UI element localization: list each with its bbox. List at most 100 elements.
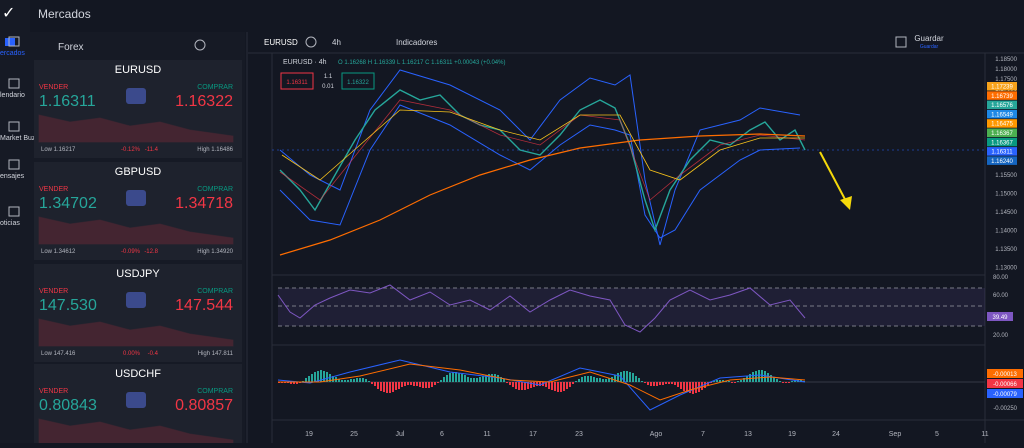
buy-label: COMPRAR: [197, 388, 233, 395]
card[interactable]: [34, 264, 242, 362]
histogram-bar: [428, 382, 430, 388]
spread: 0.01: [322, 84, 334, 90]
low: Low 1.16217: [41, 147, 76, 153]
save: Guardar: [914, 34, 944, 43]
price-marker: [987, 109, 1017, 119]
time-tick: 19: [305, 431, 313, 438]
add-icon[interactable]: [305, 36, 317, 48]
nav-icon[interactable]: [8, 159, 20, 170]
sell-label: VENDER: [39, 388, 68, 395]
rsi-tick: 80.00: [993, 275, 1009, 281]
histogram-bar: [569, 382, 571, 387]
save-sub: Guardar: [920, 44, 939, 50]
header-title: Mercados: [38, 7, 91, 21]
bollinger-upper: [279, 69, 801, 246]
histogram-bar: [674, 382, 676, 385]
histogram-bar: [794, 380, 796, 382]
time-tick: 11: [483, 431, 490, 438]
histogram-bar: [290, 382, 292, 384]
price-marker: [987, 91, 1017, 100]
histogram-bar: [419, 382, 421, 387]
legend-sell: 1.16311: [286, 80, 308, 86]
change: -0.4: [148, 351, 159, 357]
histogram-bar: [572, 382, 574, 384]
price-marker-label: 1.16739: [991, 94, 1013, 100]
histogram-bar: [641, 381, 643, 382]
histogram-bar: [533, 382, 535, 387]
histogram-bar: [593, 377, 595, 382]
histogram-bar: [350, 379, 352, 382]
histogram-bar: [653, 382, 655, 386]
buy-label: COMPRAR: [197, 84, 233, 91]
histogram-bar: [380, 382, 382, 391]
macd-marker-label: -0.00013: [993, 372, 1017, 378]
histogram-bar: [395, 382, 397, 390]
rsi-tick: 20.00: [993, 333, 1009, 339]
histogram-bar: [665, 382, 667, 384]
histogram-bar: [788, 382, 790, 383]
symbol: EURUSD: [264, 38, 298, 47]
histogram-bar: [449, 373, 451, 382]
flag: [126, 88, 146, 104]
histogram-bar: [437, 382, 439, 383]
low: Low 1.34612: [41, 249, 76, 255]
price-tick: 1.15500: [995, 173, 1017, 179]
histogram-bar: [425, 382, 427, 388]
histogram-bar: [758, 370, 760, 382]
histogram-bar: [458, 373, 460, 382]
home-icon[interactable]: [5, 38, 15, 46]
high: High 1.16486: [197, 147, 233, 153]
histogram-bar: [791, 381, 793, 382]
nav-icon[interactable]: [8, 206, 20, 217]
nav-label: Market Buzz: [0, 135, 39, 142]
card[interactable]: [34, 162, 242, 260]
sparkline: [38, 216, 234, 245]
histogram-bar: [482, 376, 484, 382]
price-tick: 1.15000: [995, 192, 1017, 198]
high: High 147.811: [198, 351, 234, 357]
price-marker-label: 1.17239: [991, 85, 1013, 91]
histogram-bar: [356, 378, 358, 382]
buy-price: 1.16322: [175, 93, 233, 110]
nav-icon[interactable]: [8, 78, 20, 89]
change-pct: -0.12%: [121, 147, 141, 153]
nav-icon[interactable]: [8, 121, 20, 132]
histogram-bar: [467, 377, 469, 382]
time-tick: 25: [350, 431, 358, 438]
histogram-bar: [575, 381, 577, 382]
buy-price: 147.544: [175, 297, 233, 314]
buy-label: COMPRAR: [197, 186, 233, 193]
category: Forex: [58, 42, 84, 53]
checkbox[interactable]: [895, 36, 907, 48]
pair: USDCHF: [115, 368, 161, 380]
histogram-bar: [440, 380, 442, 382]
arrow: [819, 151, 849, 206]
histogram-bar: [401, 382, 403, 387]
histogram-bar: [494, 374, 496, 382]
histogram-bar: [308, 376, 310, 382]
histogram-bar: [614, 375, 616, 382]
histogram-bar: [557, 382, 559, 392]
histogram-bar: [446, 375, 448, 382]
sell-label: VENDER: [39, 84, 68, 91]
price-marker-label: 1.16240: [991, 159, 1013, 165]
histogram-bar: [740, 380, 742, 382]
histogram-bar: [479, 377, 481, 382]
histogram-bar: [656, 382, 658, 386]
histogram-bar: [635, 376, 637, 382]
change: -12.8: [144, 249, 158, 255]
interval: 4h: [332, 38, 341, 47]
histogram-bar: [500, 377, 502, 382]
card[interactable]: [34, 60, 242, 158]
histogram-bar: [377, 382, 379, 389]
price-tick: 1.13500: [995, 247, 1017, 253]
histogram-bar: [404, 382, 406, 386]
histogram-bar: [722, 380, 724, 382]
macd-line: [277, 359, 806, 411]
nav-icon[interactable]: [8, 36, 20, 47]
histogram-bar: [773, 377, 775, 382]
flag: [126, 292, 146, 308]
price-marker: [987, 128, 1017, 137]
histogram-bar: [443, 377, 445, 382]
search-icon[interactable]: [194, 39, 206, 51]
